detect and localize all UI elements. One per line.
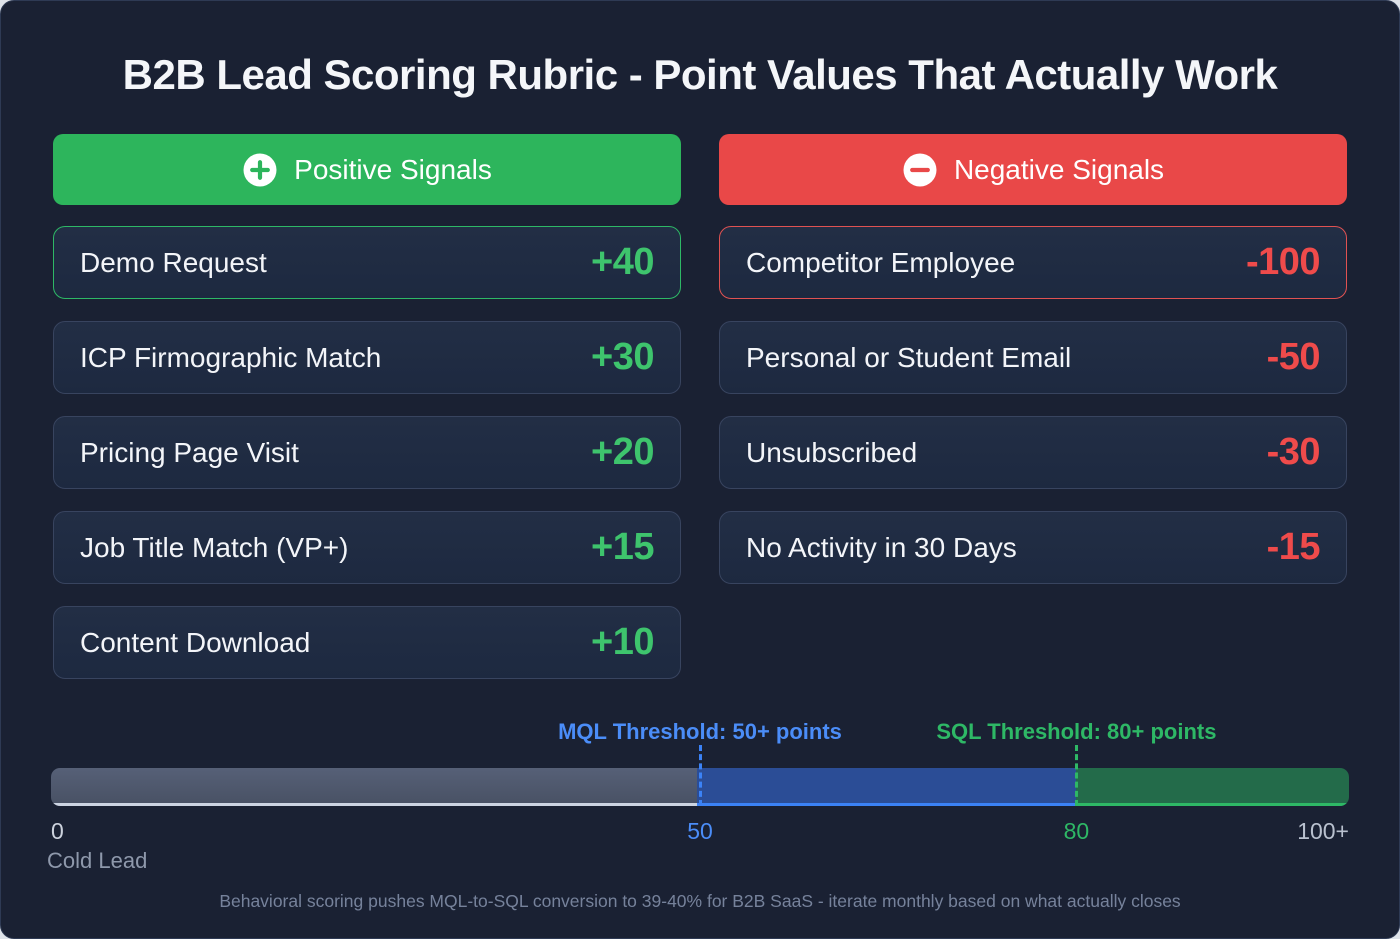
signal-label: Unsubscribed [746, 436, 918, 468]
mql-threshold-line [698, 745, 702, 806]
signal-points: +15 [591, 526, 654, 568]
signal-label: Pricing Page Visit [80, 436, 299, 468]
positive-signals-column: Positive Signals Demo Request +40 ICP Fi… [53, 134, 681, 701]
signal-label: Personal or Student Email [746, 341, 1072, 373]
signal-points: -100 [1245, 241, 1321, 283]
cold-lead-segment [51, 768, 698, 806]
signal-label: No Activity in 30 Days [746, 531, 1017, 563]
signal-label: Demo Request [80, 246, 267, 278]
score-row-pricing-page-visit: Pricing Page Visit +20 [53, 416, 681, 489]
plus-circle-icon [242, 152, 278, 188]
sql-threshold-line [1074, 745, 1078, 806]
negative-signals-column: Negative Signals Competitor Employee -10… [719, 134, 1347, 701]
positive-header-label: Positive Signals [294, 153, 492, 185]
cold-lead-caption: Cold Lead [47, 848, 148, 873]
score-scale-bar [51, 768, 1349, 806]
signal-points: +20 [591, 431, 654, 473]
signal-label: Job Title Match (VP+) [80, 531, 349, 563]
score-row-job-title-match: Job Title Match (VP+) +15 [53, 511, 681, 584]
score-threshold-scale: MQL Threshold: 50+ points SQL Threshold:… [47, 719, 1349, 889]
tick-0: 0 [51, 818, 64, 844]
page-title: B2B Lead Scoring Rubric - Point Values T… [122, 51, 1278, 98]
sql-segment [1076, 768, 1349, 806]
signal-label: Competitor Employee [746, 246, 1016, 278]
score-row-competitor-employee: Competitor Employee -100 [719, 226, 1347, 299]
tick-50: 50 [687, 818, 713, 844]
negative-signals-header: Negative Signals [719, 134, 1347, 205]
signal-points: -15 [1266, 526, 1321, 568]
tick-80: 80 [1063, 818, 1090, 844]
signal-points: -30 [1266, 431, 1321, 473]
signal-points: +40 [591, 241, 654, 283]
score-row-personal-or-student-email: Personal or Student Email -50 [719, 321, 1347, 394]
negative-header-label: Negative Signals [953, 153, 1165, 185]
score-row-no-activity: No Activity in 30 Days -15 [719, 511, 1347, 584]
mql-threshold-label: MQL Threshold: 50+ points [558, 719, 842, 744]
signal-points: +30 [591, 336, 654, 378]
score-row-unsubscribed: Unsubscribed -30 [719, 416, 1347, 489]
signal-label: ICP Firmographic Match [80, 341, 382, 373]
signal-columns: Positive Signals Demo Request +40 ICP Fi… [53, 134, 1347, 701]
footer-note: Behavioral scoring pushes MQL-to-SQL con… [219, 891, 1181, 911]
tick-100-plus: 100+ [1297, 818, 1349, 844]
signal-points: -50 [1266, 336, 1321, 378]
score-row-demo-request: Demo Request +40 [53, 226, 681, 299]
minus-circle-icon [902, 152, 938, 188]
score-row-content-download: Content Download +10 [53, 606, 681, 679]
positive-signals-header: Positive Signals [53, 134, 681, 205]
sql-threshold-label: SQL Threshold: 80+ points [936, 719, 1217, 744]
score-row-icp-firmographic-match: ICP Firmographic Match +30 [53, 321, 681, 394]
signal-label: Content Download [80, 626, 311, 658]
mql-segment [697, 768, 1077, 806]
signal-points: +10 [591, 621, 654, 663]
